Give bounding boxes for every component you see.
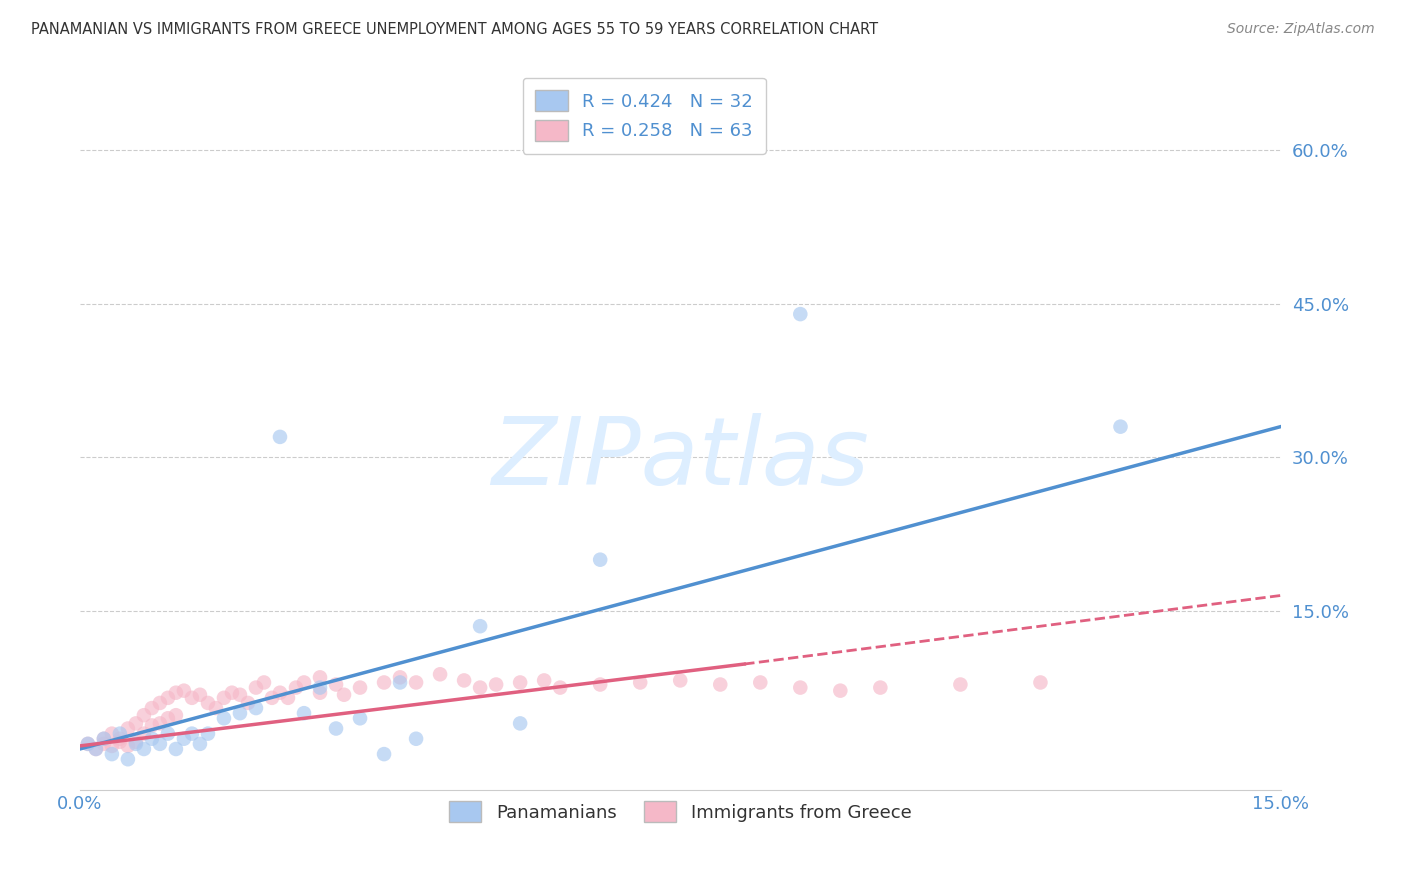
Point	[285, 681, 308, 695]
Point	[212, 711, 235, 725]
Point	[292, 706, 315, 721]
Point	[165, 742, 187, 756]
Point	[156, 726, 179, 740]
Point	[669, 673, 692, 688]
Point	[84, 742, 107, 756]
Point	[789, 681, 811, 695]
Point	[108, 735, 131, 749]
Point	[197, 726, 219, 740]
Point	[125, 716, 148, 731]
Point	[405, 731, 427, 746]
Point	[830, 683, 852, 698]
Point	[156, 711, 179, 725]
Point	[1029, 675, 1052, 690]
Point	[132, 708, 155, 723]
Point	[141, 701, 163, 715]
Point	[165, 708, 187, 723]
Point	[125, 735, 148, 749]
Point	[117, 722, 139, 736]
Point	[389, 675, 412, 690]
Point	[117, 739, 139, 753]
Point	[149, 737, 172, 751]
Point	[589, 552, 612, 566]
Point	[349, 681, 371, 695]
Point	[181, 726, 204, 740]
Point	[229, 688, 252, 702]
Point	[149, 696, 172, 710]
Point	[292, 675, 315, 690]
Point	[325, 722, 347, 736]
Point	[373, 675, 395, 690]
Point	[221, 686, 243, 700]
Point	[349, 711, 371, 725]
Point	[309, 670, 332, 684]
Point	[869, 681, 891, 695]
Point	[253, 675, 276, 690]
Text: ZIPatlas: ZIPatlas	[491, 413, 869, 504]
Point	[108, 726, 131, 740]
Point	[93, 731, 115, 746]
Point	[509, 675, 531, 690]
Point	[245, 681, 267, 695]
Point	[93, 731, 115, 746]
Point	[277, 690, 299, 705]
Point	[181, 690, 204, 705]
Point	[333, 688, 356, 702]
Point	[429, 667, 451, 681]
Point	[93, 737, 115, 751]
Point	[156, 690, 179, 705]
Point	[325, 677, 347, 691]
Point	[236, 696, 259, 710]
Point	[132, 726, 155, 740]
Point	[453, 673, 475, 688]
Point	[229, 706, 252, 721]
Point	[173, 683, 195, 698]
Point	[468, 619, 491, 633]
Point	[149, 716, 172, 731]
Point	[108, 731, 131, 746]
Point	[269, 430, 291, 444]
Point	[309, 681, 332, 695]
Point	[101, 739, 124, 753]
Point	[260, 690, 283, 705]
Point	[173, 731, 195, 746]
Point	[76, 737, 98, 751]
Legend: Panamanians, Immigrants from Greece: Panamanians, Immigrants from Greece	[436, 789, 924, 835]
Point	[533, 673, 555, 688]
Point	[188, 688, 211, 702]
Point	[76, 737, 98, 751]
Point	[628, 675, 651, 690]
Point	[373, 747, 395, 761]
Point	[188, 737, 211, 751]
Point	[212, 690, 235, 705]
Point	[165, 686, 187, 700]
Point	[205, 701, 228, 715]
Point	[485, 677, 508, 691]
Point	[749, 675, 772, 690]
Point	[101, 726, 124, 740]
Point	[269, 686, 291, 700]
Point	[405, 675, 427, 690]
Point	[141, 718, 163, 732]
Point	[141, 731, 163, 746]
Point	[84, 742, 107, 756]
Point	[589, 677, 612, 691]
Point	[197, 696, 219, 710]
Point	[101, 747, 124, 761]
Point	[125, 737, 148, 751]
Point	[132, 742, 155, 756]
Point	[548, 681, 571, 695]
Point	[389, 670, 412, 684]
Point	[789, 307, 811, 321]
Point	[709, 677, 731, 691]
Point	[309, 686, 332, 700]
Point	[949, 677, 972, 691]
Point	[245, 701, 267, 715]
Point	[117, 752, 139, 766]
Point	[1109, 419, 1132, 434]
Text: PANAMANIAN VS IMMIGRANTS FROM GREECE UNEMPLOYMENT AMONG AGES 55 TO 59 YEARS CORR: PANAMANIAN VS IMMIGRANTS FROM GREECE UNE…	[31, 22, 879, 37]
Point	[468, 681, 491, 695]
Text: Source: ZipAtlas.com: Source: ZipAtlas.com	[1227, 22, 1375, 37]
Point	[509, 716, 531, 731]
